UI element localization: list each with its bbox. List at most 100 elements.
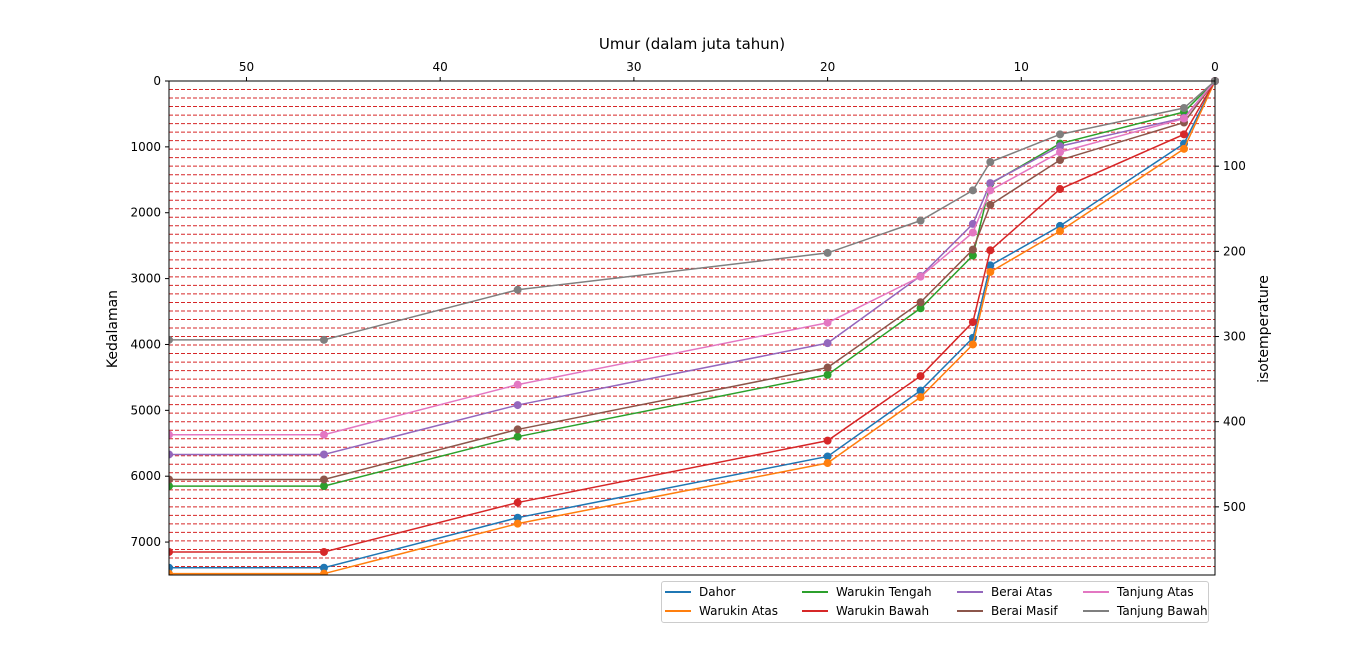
data-point [319,335,328,344]
x-tick-label: 0 [1211,60,1219,74]
data-point [916,304,925,313]
data-point [916,393,925,402]
legend-item: Dahor [665,584,735,600]
legend-label: Tanjung Atas [1117,585,1194,599]
data-point [823,370,832,379]
data-point [968,228,977,237]
data-point [169,430,173,439]
data-point [169,547,173,556]
data-point [513,425,522,434]
data-point [986,179,995,188]
data-point [823,248,832,257]
data-point [986,246,995,255]
legend-swatch [1083,610,1109,612]
data-point [513,432,522,441]
series-warukin-tengah [169,77,1219,491]
data-point [968,318,977,327]
legend-item: Warukin Tengah [802,584,932,600]
legend-item: Warukin Bawah [802,603,929,619]
y-axis-ticks: 0 1000 2000 3000 4000 5000 6000 7000 [130,74,169,549]
legend-label: Tanjung Bawah [1117,604,1208,618]
data-point [986,268,995,277]
data-point [319,450,328,459]
y2-tick-label: 100 [1223,159,1246,173]
y2-tick-label: 500 [1223,500,1246,514]
data-point [319,475,328,484]
legend-swatch [1083,591,1109,593]
plot-frame [168,80,1216,576]
data-point [968,251,977,260]
data-point [1056,227,1065,236]
data-point [1056,148,1065,157]
legend-swatch [665,591,691,593]
y2-tick-label: 400 [1223,415,1246,429]
series-line [169,80,1216,436]
y-tick-label: 7000 [130,535,161,549]
series-layer [169,77,1219,575]
legend-swatch [802,610,828,612]
data-point [513,401,522,410]
data-point [823,339,832,348]
series-line [169,80,1216,553]
data-point [169,563,173,572]
data-point [916,272,925,281]
series-line [169,80,1216,569]
y-tick-label: 2000 [130,206,161,220]
data-point [823,436,832,445]
data-point [1056,130,1065,139]
legend-item: Warukin Atas [665,603,778,619]
data-point [513,513,522,522]
y-tick-label: 1000 [130,140,161,154]
legend-swatch [957,591,983,593]
data-point [513,285,522,294]
legend-item: Berai Masif [957,603,1058,619]
x-tick-label: 10 [1014,60,1029,74]
data-point [916,216,925,225]
data-point [823,459,832,468]
data-point [169,569,173,575]
data-point [986,158,995,167]
series-line [169,80,1216,481]
legend-label: Berai Atas [991,585,1053,599]
data-point [1180,144,1189,153]
legend-label: Warukin Atas [699,604,779,618]
data-point [968,186,977,195]
data-point [169,475,173,484]
data-point [968,340,977,349]
legend: Dahor Warukin Atas Warukin Tengah Warukin B… [661,581,1209,623]
data-point [513,519,522,528]
data-point [1180,104,1189,113]
legend-item: Tanjung Atas [1083,584,1194,600]
data-point [986,186,995,195]
data-point [1056,142,1065,151]
data-point [319,563,328,572]
data-point [319,430,328,439]
legend-swatch [802,591,828,593]
data-point [916,372,925,381]
legend-item: Berai Atas [957,584,1052,600]
legend-label: Warukin Bawah [836,604,930,618]
data-point [319,569,328,575]
legend-label: Warukin Tengah [836,585,932,599]
y2-tick-label: 300 [1223,330,1246,344]
legend-label: Berai Masif [991,604,1058,618]
x-tick-label: 30 [626,60,641,74]
data-point [1056,185,1065,194]
x-tick-label: 50 [239,60,254,74]
data-point [319,482,328,491]
x-axis-title: Umur (dalam juta tahun) [599,35,785,53]
data-point [1056,156,1065,165]
y2-axis-ticks: 100 200 300 400 500 [1215,159,1246,514]
y-tick-label: 5000 [130,403,161,417]
legend-swatch [957,610,983,612]
legend-swatch [665,610,691,612]
data-point [169,482,173,491]
data-point [986,200,995,209]
data-point [968,245,977,254]
series-line [169,80,1216,487]
series-line [169,80,1216,456]
legend-item: Tanjung Bawah [1083,603,1208,619]
y-tick-label: 0 [153,74,161,88]
